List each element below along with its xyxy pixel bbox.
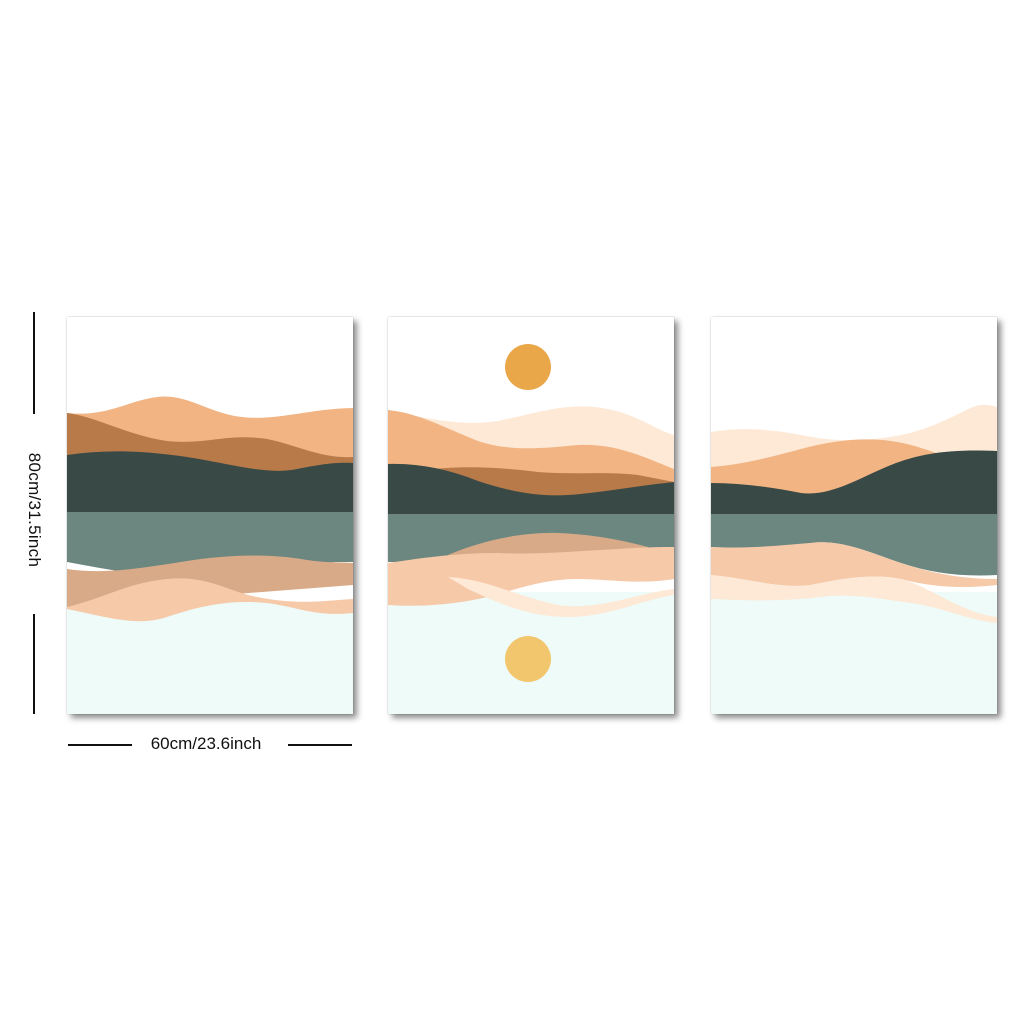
- canvas-panel-right: [711, 317, 997, 714]
- mountain-lake-artwork-right: [711, 317, 997, 714]
- mountain-lake-artwork-left: [67, 317, 353, 714]
- width-dimension-label: 60cm/23.6inch: [150, 734, 262, 753]
- canvas-panel-left: [67, 317, 353, 714]
- width-dimension-right-line: [288, 744, 352, 746]
- mountain-lake-artwork-middle: [388, 317, 674, 714]
- height-dimension-bottom-line: [33, 614, 35, 714]
- sun-reflection-circle: [505, 636, 551, 682]
- canvas-panel-middle: [388, 317, 674, 714]
- sun-circle: [505, 344, 551, 390]
- width-dimension-left-line: [68, 744, 132, 746]
- height-dimension-label: 80cm/31.5inch: [25, 452, 44, 568]
- height-dimension-top-line: [33, 312, 35, 414]
